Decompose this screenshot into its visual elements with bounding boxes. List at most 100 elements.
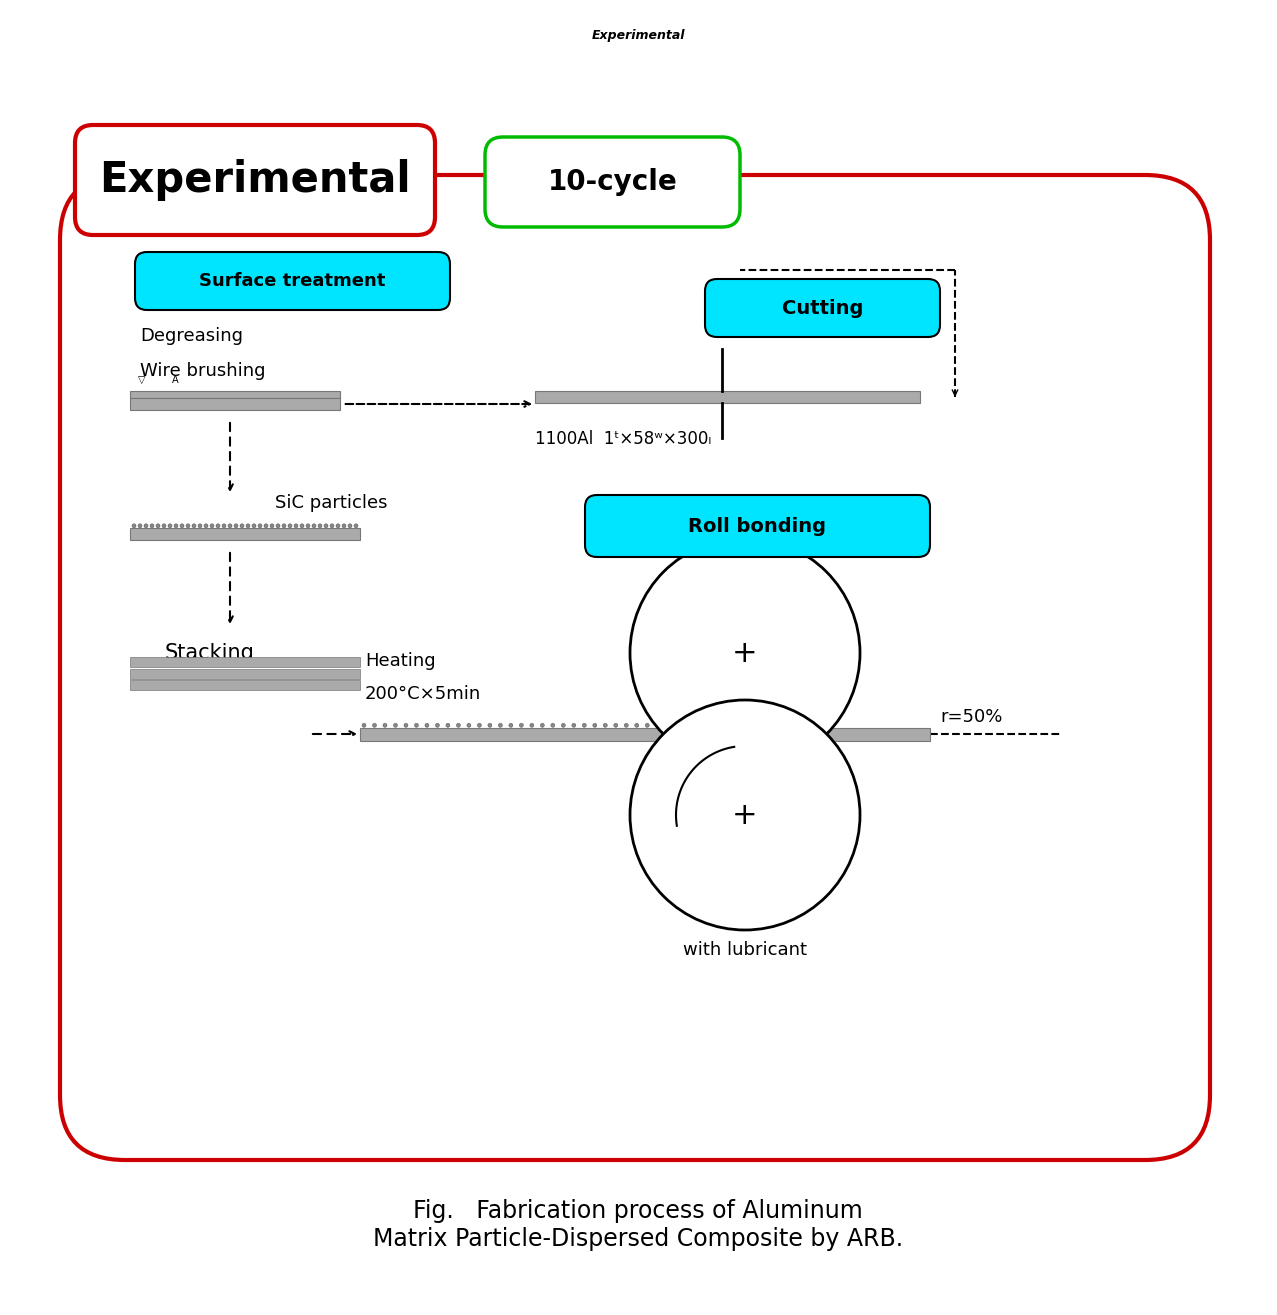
Bar bbox=[130, 398, 340, 410]
FancyBboxPatch shape bbox=[705, 279, 940, 337]
Text: Cutting: Cutting bbox=[782, 299, 863, 317]
FancyBboxPatch shape bbox=[485, 137, 739, 227]
Circle shape bbox=[174, 523, 178, 527]
Text: 10-cycle: 10-cycle bbox=[548, 168, 677, 196]
Circle shape bbox=[488, 723, 492, 727]
FancyBboxPatch shape bbox=[60, 175, 1211, 1160]
Circle shape bbox=[550, 723, 554, 727]
Circle shape bbox=[294, 523, 298, 527]
Circle shape bbox=[361, 723, 366, 727]
Circle shape bbox=[209, 523, 215, 527]
Text: Stacking: Stacking bbox=[165, 643, 255, 663]
Circle shape bbox=[508, 723, 513, 727]
Text: Surface treatment: Surface treatment bbox=[199, 272, 386, 291]
Circle shape bbox=[222, 523, 226, 527]
FancyBboxPatch shape bbox=[585, 494, 930, 558]
Circle shape bbox=[425, 723, 429, 727]
Circle shape bbox=[289, 523, 292, 527]
Circle shape bbox=[342, 523, 346, 527]
Circle shape bbox=[198, 523, 202, 527]
Circle shape bbox=[144, 523, 148, 527]
Circle shape bbox=[478, 723, 481, 727]
Circle shape bbox=[269, 523, 275, 527]
FancyBboxPatch shape bbox=[75, 125, 435, 235]
Circle shape bbox=[498, 723, 502, 727]
Circle shape bbox=[336, 523, 340, 527]
Circle shape bbox=[306, 523, 310, 527]
Text: +: + bbox=[732, 801, 757, 830]
Text: A: A bbox=[171, 375, 179, 384]
Circle shape bbox=[258, 523, 262, 527]
Text: Heating: Heating bbox=[365, 652, 435, 671]
Circle shape bbox=[162, 523, 166, 527]
Circle shape bbox=[282, 523, 286, 527]
Circle shape bbox=[582, 723, 586, 727]
Circle shape bbox=[635, 723, 638, 727]
Circle shape bbox=[593, 723, 596, 727]
Bar bbox=[130, 680, 360, 690]
Bar bbox=[535, 391, 919, 402]
Circle shape bbox=[435, 723, 439, 727]
Circle shape bbox=[252, 523, 255, 527]
Circle shape bbox=[630, 538, 859, 768]
Text: SiC particles: SiC particles bbox=[275, 494, 387, 512]
Text: Fig.   Fabrication process of Aluminum
Matrix Particle-Dispersed Composite by AR: Fig. Fabrication process of Aluminum Mat… bbox=[373, 1199, 903, 1251]
Circle shape bbox=[324, 523, 328, 527]
Circle shape bbox=[180, 523, 184, 527]
Circle shape bbox=[276, 523, 280, 527]
Bar bbox=[130, 668, 360, 679]
Text: Wire brushing: Wire brushing bbox=[140, 362, 266, 380]
Circle shape bbox=[138, 523, 142, 527]
Circle shape bbox=[645, 723, 649, 727]
Circle shape bbox=[624, 723, 628, 727]
Circle shape bbox=[186, 523, 190, 527]
Bar bbox=[360, 727, 930, 740]
Circle shape bbox=[354, 523, 358, 527]
FancyBboxPatch shape bbox=[135, 252, 450, 310]
Text: +: + bbox=[732, 639, 757, 668]
Circle shape bbox=[404, 723, 407, 727]
Circle shape bbox=[456, 723, 461, 727]
Text: Experimental: Experimental bbox=[591, 29, 684, 42]
Text: Degreasing: Degreasing bbox=[140, 327, 243, 345]
Circle shape bbox=[132, 523, 135, 527]
Bar bbox=[130, 658, 360, 667]
Circle shape bbox=[216, 523, 220, 527]
Circle shape bbox=[192, 523, 195, 527]
Circle shape bbox=[149, 523, 155, 527]
Circle shape bbox=[349, 523, 352, 527]
Circle shape bbox=[318, 523, 322, 527]
Circle shape bbox=[169, 523, 172, 527]
Bar bbox=[130, 391, 340, 398]
Circle shape bbox=[383, 723, 387, 727]
Circle shape bbox=[329, 523, 335, 527]
Text: ▽: ▽ bbox=[138, 375, 146, 384]
Circle shape bbox=[300, 523, 304, 527]
Circle shape bbox=[415, 723, 419, 727]
Circle shape bbox=[234, 523, 238, 527]
Circle shape bbox=[264, 523, 268, 527]
Circle shape bbox=[229, 523, 232, 527]
Circle shape bbox=[312, 523, 315, 527]
Text: 200°C×5min: 200°C×5min bbox=[365, 685, 481, 704]
Circle shape bbox=[240, 523, 244, 527]
Circle shape bbox=[572, 723, 576, 727]
Circle shape bbox=[614, 723, 618, 727]
Circle shape bbox=[530, 723, 534, 727]
Circle shape bbox=[603, 723, 608, 727]
Bar bbox=[130, 529, 360, 540]
Circle shape bbox=[630, 700, 859, 930]
Circle shape bbox=[467, 723, 471, 727]
Circle shape bbox=[393, 723, 397, 727]
Circle shape bbox=[520, 723, 524, 727]
Text: 1100Al  1ᵗ×58ʷ×300ₗ: 1100Al 1ᵗ×58ʷ×300ₗ bbox=[535, 430, 711, 448]
Text: Experimental: Experimental bbox=[100, 159, 411, 201]
Text: Roll bonding: Roll bonding bbox=[688, 517, 826, 535]
Circle shape bbox=[373, 723, 377, 727]
Circle shape bbox=[446, 723, 450, 727]
Circle shape bbox=[204, 523, 208, 527]
Circle shape bbox=[562, 723, 566, 727]
Circle shape bbox=[156, 523, 160, 527]
Text: r=50%: r=50% bbox=[940, 707, 1002, 726]
Text: with lubricant: with lubricant bbox=[683, 942, 807, 959]
